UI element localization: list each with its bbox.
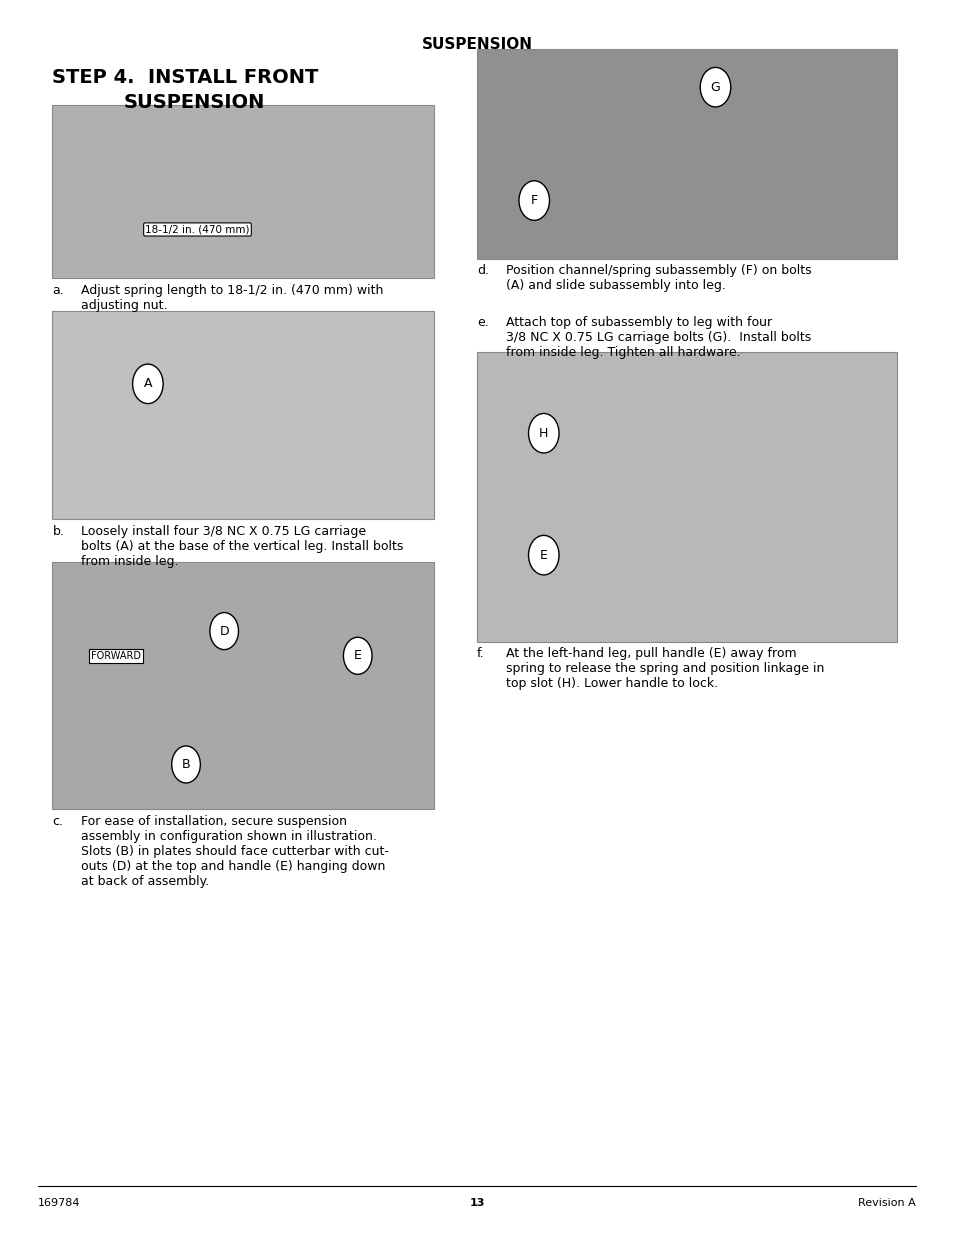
FancyBboxPatch shape: [52, 311, 434, 519]
Circle shape: [210, 613, 238, 650]
Circle shape: [172, 746, 200, 783]
Text: a.: a.: [52, 284, 64, 298]
Text: B: B: [181, 758, 191, 771]
Text: 169784: 169784: [38, 1198, 81, 1208]
Text: e.: e.: [476, 316, 488, 330]
Circle shape: [132, 364, 163, 404]
Text: 13: 13: [469, 1198, 484, 1208]
Text: F: F: [530, 194, 537, 207]
Circle shape: [343, 637, 372, 674]
Text: For ease of installation, secure suspension
assembly in configuration shown in i: For ease of installation, secure suspens…: [81, 815, 389, 888]
Circle shape: [528, 536, 558, 576]
Text: 18-1/2 in. (470 mm): 18-1/2 in. (470 mm): [145, 225, 250, 235]
Circle shape: [518, 180, 549, 220]
Text: b.: b.: [52, 525, 64, 538]
FancyBboxPatch shape: [476, 352, 896, 642]
Text: Adjust spring length to 18-1/2 in. (470 mm) with
adjusting nut.: Adjust spring length to 18-1/2 in. (470 …: [81, 284, 383, 312]
Circle shape: [700, 68, 730, 107]
Text: A: A: [144, 378, 152, 390]
Text: D: D: [219, 625, 229, 637]
Text: FORWARD: FORWARD: [91, 651, 140, 661]
Text: c.: c.: [52, 815, 64, 829]
Text: Revision A: Revision A: [857, 1198, 915, 1208]
Text: G: G: [710, 80, 720, 94]
Text: E: E: [539, 548, 547, 562]
FancyBboxPatch shape: [52, 105, 434, 278]
Text: f.: f.: [476, 647, 484, 661]
FancyBboxPatch shape: [476, 49, 896, 259]
Text: Position channel/spring subassembly (F) on bolts
(A) and slide subassembly into : Position channel/spring subassembly (F) …: [505, 264, 810, 293]
Circle shape: [528, 414, 558, 453]
Text: d.: d.: [476, 264, 489, 278]
Text: SUSPENSION: SUSPENSION: [124, 93, 265, 111]
FancyBboxPatch shape: [52, 562, 434, 809]
Text: Attach top of subassembly to leg with four
3/8 NC X 0.75 LG carriage bolts (G). : Attach top of subassembly to leg with fo…: [505, 316, 810, 359]
Text: STEP 4.  INSTALL FRONT: STEP 4. INSTALL FRONT: [52, 68, 318, 86]
Text: At the left-hand leg, pull handle (E) away from
spring to release the spring and: At the left-hand leg, pull handle (E) aw…: [505, 647, 823, 690]
Text: H: H: [538, 427, 548, 440]
Text: Loosely install four 3/8 NC X 0.75 LG carriage
bolts (A) at the base of the vert: Loosely install four 3/8 NC X 0.75 LG ca…: [81, 525, 403, 568]
Text: SUSPENSION: SUSPENSION: [421, 37, 532, 52]
Text: E: E: [354, 650, 361, 662]
